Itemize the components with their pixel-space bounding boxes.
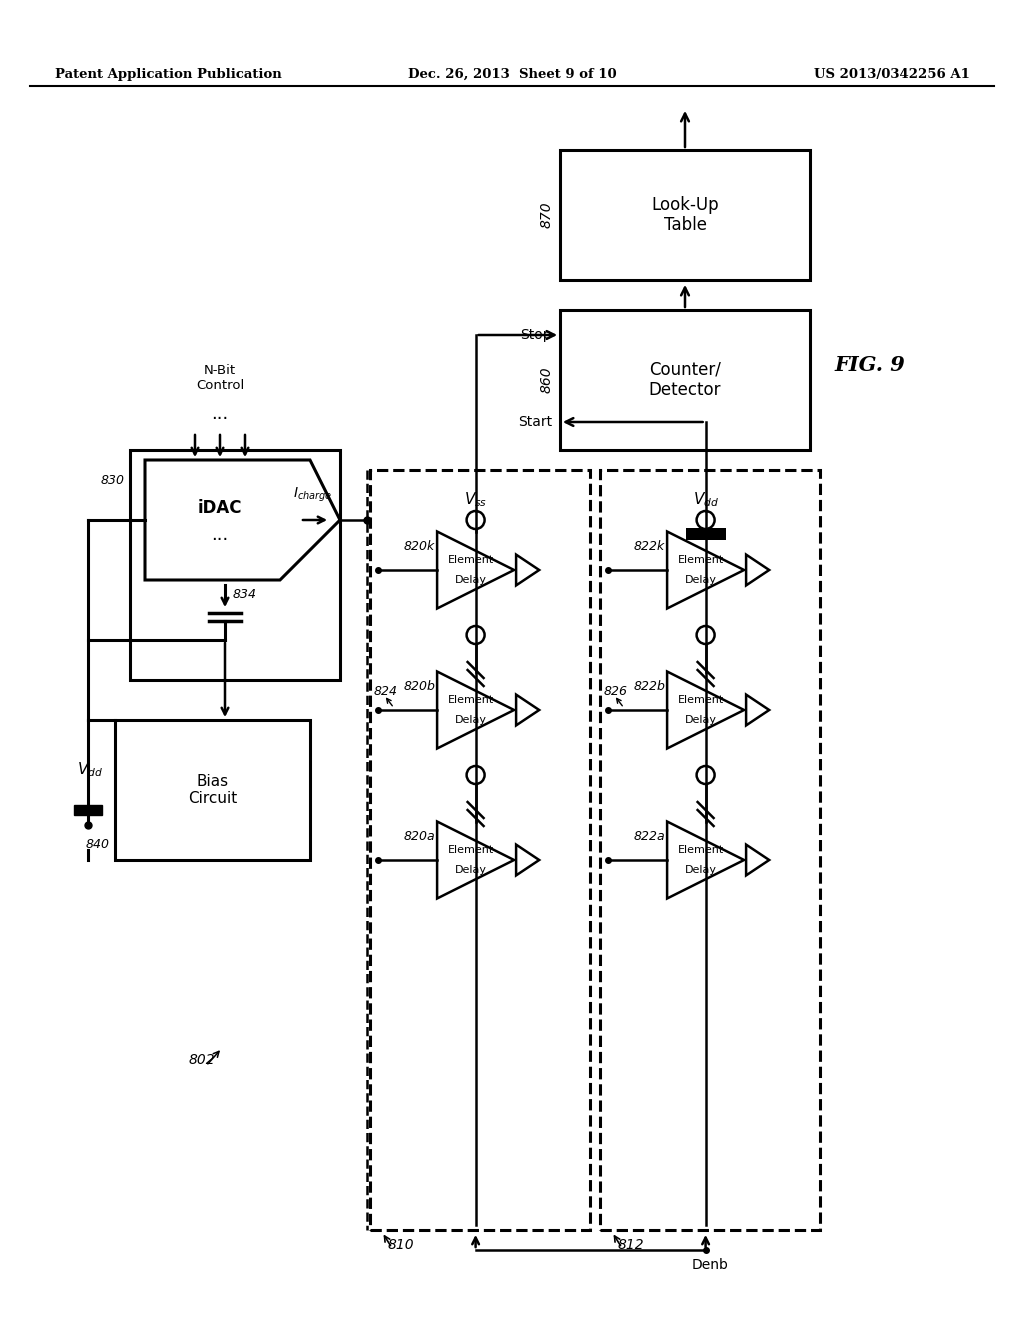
Text: Bias
Circuit: Bias Circuit	[187, 774, 238, 807]
Text: Element: Element	[678, 696, 724, 705]
Text: $V_{dd}$: $V_{dd}$	[692, 491, 719, 510]
Bar	[115, 719, 310, 861]
Bar	[686, 528, 726, 540]
Text: 870: 870	[540, 202, 554, 228]
Text: ...: ...	[211, 525, 228, 544]
Text: 820a: 820a	[403, 830, 435, 843]
Text: iDAC: iDAC	[198, 499, 243, 517]
Text: $V_{ss}$: $V_{ss}$	[464, 491, 487, 510]
Text: ...: ...	[211, 405, 228, 422]
Text: 812: 812	[618, 1238, 645, 1251]
Bar	[74, 805, 102, 814]
Text: N-Bit
Control: N-Bit Control	[196, 364, 244, 392]
Text: $I_{charge}$: $I_{charge}$	[293, 486, 332, 504]
Text: Denb: Denb	[691, 1258, 728, 1272]
Text: Dec. 26, 2013  Sheet 9 of 10: Dec. 26, 2013 Sheet 9 of 10	[408, 69, 616, 81]
Text: 822a: 822a	[634, 830, 666, 843]
Text: $V_{dd}$: $V_{dd}$	[77, 760, 103, 779]
Text: Counter/
Detector: Counter/ Detector	[649, 360, 721, 400]
Text: FIG. 9: FIG. 9	[835, 355, 905, 375]
Text: 810: 810	[388, 1238, 415, 1251]
Text: Element: Element	[678, 845, 724, 855]
Text: 826: 826	[604, 685, 628, 698]
Text: 824: 824	[374, 685, 398, 698]
Text: Look-Up
Table: Look-Up Table	[651, 195, 719, 235]
Bar	[130, 450, 340, 680]
Text: US 2013/0342256 A1: US 2013/0342256 A1	[814, 69, 970, 81]
Text: Element: Element	[447, 845, 494, 855]
Text: Element: Element	[447, 696, 494, 705]
Text: Delay: Delay	[455, 576, 486, 585]
Text: 830: 830	[101, 474, 125, 487]
Text: Element: Element	[678, 554, 724, 565]
Text: Delay: Delay	[455, 715, 486, 725]
Text: Stop: Stop	[520, 327, 552, 342]
Text: Delay: Delay	[455, 865, 486, 875]
Bar	[370, 470, 590, 1230]
Bar	[560, 150, 810, 280]
Text: 802: 802	[188, 1053, 215, 1067]
Text: 834: 834	[233, 589, 257, 602]
Bar	[560, 310, 810, 450]
Text: Start: Start	[518, 414, 552, 429]
Bar	[600, 470, 820, 1230]
Text: Delay: Delay	[685, 865, 717, 875]
Text: 822k: 822k	[634, 540, 666, 553]
Text: Delay: Delay	[685, 576, 717, 585]
Text: Delay: Delay	[685, 715, 717, 725]
Text: Patent Application Publication: Patent Application Publication	[55, 69, 282, 81]
Text: 820b: 820b	[403, 680, 435, 693]
Text: 822b: 822b	[633, 680, 666, 693]
Text: Element: Element	[447, 554, 494, 565]
Text: 820k: 820k	[403, 540, 435, 553]
Text: 860: 860	[540, 367, 554, 393]
Text: 840: 840	[86, 838, 110, 851]
